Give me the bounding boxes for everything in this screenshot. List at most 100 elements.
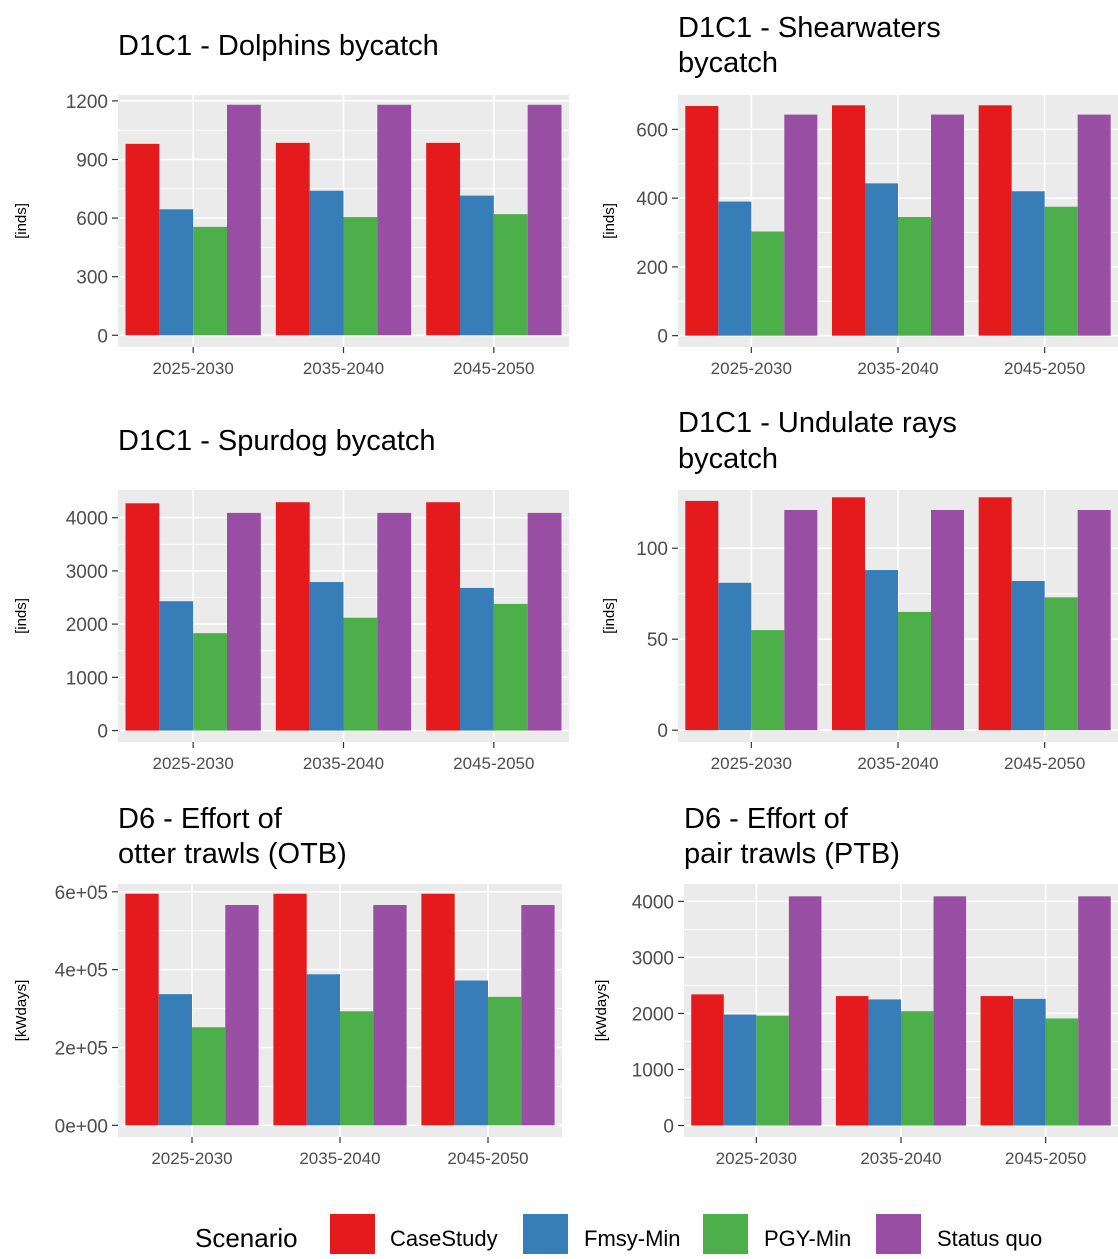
- bar: [527, 104, 562, 336]
- bar: [159, 601, 194, 731]
- bar: [373, 905, 407, 1126]
- bar: [1011, 191, 1045, 336]
- y-tick-label: 200: [636, 258, 668, 279]
- bar: [832, 497, 865, 731]
- y-axis-label: [kWdays]: [13, 980, 30, 1042]
- bar: [421, 893, 455, 1126]
- bar: [718, 201, 752, 336]
- bar: [1044, 206, 1078, 336]
- bar: [488, 996, 522, 1126]
- bar: [527, 512, 562, 731]
- x-tick-label: 2045-2050: [453, 754, 534, 773]
- bar: [125, 503, 160, 731]
- legend-item: Fmsy-Min: [523, 1214, 681, 1254]
- bar: [751, 231, 785, 336]
- bar: [125, 143, 160, 336]
- y-tick-label: 4e+05: [55, 961, 108, 982]
- bar: [685, 106, 719, 336]
- legend-key: [703, 1214, 748, 1254]
- y-tick-label: 400: [636, 189, 668, 210]
- bar: [835, 996, 869, 1126]
- bar: [1077, 114, 1111, 336]
- bar: [275, 142, 310, 336]
- bar: [377, 512, 412, 731]
- x-tick-label: 2045-2050: [1004, 359, 1085, 378]
- panel-spurdog-bycatch: D1C1 - Spurdog bycatch 0 1000 2000 3000 4000 2…: [13, 425, 569, 773]
- y-tick-label: 3000: [66, 562, 108, 583]
- bar: [784, 114, 818, 336]
- x-tick-label: 2035-2040: [857, 754, 938, 773]
- chart-title-line: D1C1 - Shearwaters: [678, 12, 941, 44]
- bar: [343, 217, 378, 336]
- panel-dolphins-bycatch: D1C1 - Dolphins bycatch 0 300 600 900 1200 202…: [13, 30, 569, 378]
- y-tick-label: 1200: [66, 92, 108, 113]
- bar: [1011, 580, 1045, 731]
- bar: [978, 497, 1012, 731]
- y-tick-label: 100: [636, 539, 668, 560]
- bar: [275, 502, 310, 731]
- bar: [1077, 510, 1111, 731]
- bar: [225, 905, 259, 1126]
- chart-title-line: otter trawls (OTB): [118, 838, 347, 870]
- legend-label: Status quo: [937, 1226, 1042, 1251]
- bar: [493, 603, 528, 731]
- bar: [868, 999, 901, 1126]
- x-tick-label: 2025-2030: [153, 754, 234, 773]
- bar: [865, 570, 898, 731]
- x-tick-label: 2045-2050: [1004, 754, 1085, 773]
- bar: [901, 1011, 934, 1126]
- y-axis-label: [inds]: [13, 598, 30, 634]
- bar: [125, 893, 159, 1126]
- y-tick-label: 2000: [632, 1004, 674, 1025]
- chart-title-line: bycatch: [678, 443, 778, 475]
- bar: [158, 994, 192, 1126]
- y-tick-label: 0: [97, 722, 108, 743]
- x-tick-label: 2025-2030: [711, 359, 792, 378]
- bar: [898, 217, 931, 336]
- bar: [1078, 896, 1111, 1126]
- bar: [340, 1011, 374, 1126]
- x-tick-label: 2045-2050: [1005, 1149, 1086, 1168]
- bar: [159, 209, 194, 336]
- bar: [192, 1027, 226, 1126]
- bar: [426, 502, 461, 731]
- bar: [1045, 1018, 1079, 1126]
- legend-item: CaseStudy: [330, 1214, 498, 1254]
- x-tick-label: 2025-2030: [153, 359, 234, 378]
- bar: [493, 214, 528, 336]
- x-tick-label: 2025-2030: [711, 754, 792, 773]
- y-tick-label: 50: [647, 630, 668, 651]
- legend-key: [330, 1214, 375, 1254]
- bar: [751, 630, 785, 731]
- bar: [784, 510, 818, 731]
- x-tick-label: 2035-2040: [303, 754, 384, 773]
- bar: [980, 996, 1014, 1126]
- bar: [193, 633, 227, 731]
- bar: [454, 980, 488, 1126]
- bar: [521, 905, 555, 1126]
- x-tick-label: 2035-2040: [303, 359, 384, 378]
- x-tick-label: 2035-2040: [857, 359, 938, 378]
- bar: [832, 105, 865, 336]
- bar: [226, 512, 261, 731]
- y-tick-label: 900: [76, 150, 108, 171]
- bar: [377, 104, 412, 336]
- y-tick-label: 2e+05: [55, 1038, 108, 1059]
- chart-title-line: pair trawls (PTB): [684, 838, 900, 870]
- legend-key: [876, 1214, 921, 1254]
- legend: Scenario CaseStudy Fmsy-Min PGY-Min Status …: [195, 1214, 1042, 1254]
- y-axis-label: [inds]: [601, 598, 618, 634]
- legend-item: Status quo: [876, 1214, 1042, 1254]
- bar: [788, 896, 822, 1126]
- bar: [309, 582, 344, 731]
- x-tick-label: 2045-2050: [453, 359, 534, 378]
- legend-key: [523, 1214, 568, 1254]
- bar: [865, 183, 898, 336]
- y-tick-label: 6e+05: [55, 883, 108, 904]
- y-tick-label: 600: [76, 209, 108, 230]
- y-tick-label: 0: [97, 326, 108, 347]
- bar: [226, 104, 261, 336]
